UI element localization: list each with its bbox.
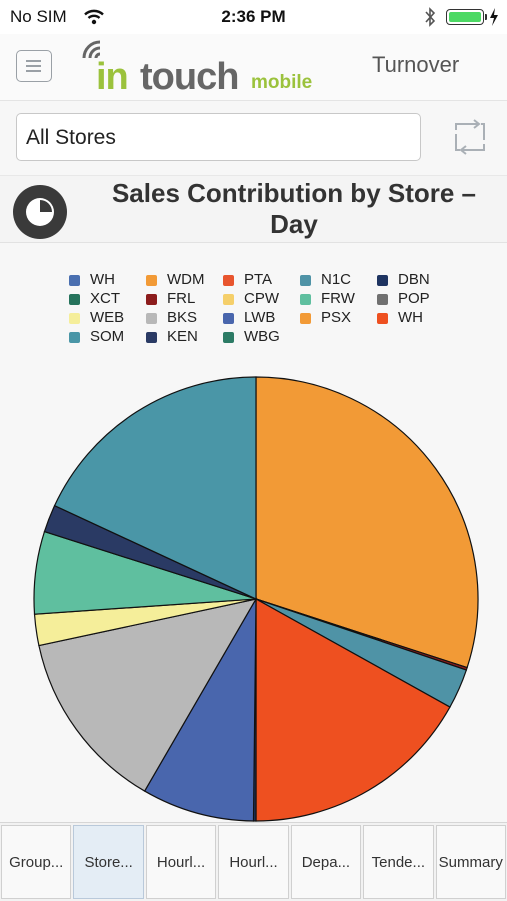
legend-label: KEN [167,328,198,345]
pie-chart [33,376,479,822]
legend-swatch [223,332,234,343]
legend-label: N1C [321,271,352,288]
refresh-icon[interactable] [448,116,492,158]
legend-swatch [223,294,234,305]
logo-text-in: in [96,56,129,98]
legend-label: WBG [244,328,280,345]
menu-button[interactable] [16,50,52,82]
tab-label: Depa... [301,854,351,871]
legend-swatch [69,332,80,343]
legend-label: PTA [244,271,273,288]
legend-swatch [223,313,234,324]
battery-icon [446,9,484,25]
legend-swatch [377,313,388,324]
legend-label: BKS [167,309,198,326]
tab-3[interactable]: Hourl... [218,825,289,899]
app-logo: in touch mobile [80,38,330,98]
pie-slice-lwb[interactable] [143,596,257,822]
wifi-icon [84,9,104,25]
legend-label: POP [398,290,430,307]
tab-label: Hourl... [156,854,206,871]
section-title: Turnover [372,52,460,77]
pie-slice-som[interactable] [53,376,257,600]
app-header: in touch mobile Turnover [0,34,507,101]
tab-label: Tende... [371,854,426,871]
charging-icon [490,8,498,26]
tab-4[interactable]: Depa... [290,825,362,899]
legend-swatch [146,313,157,324]
legend-swatch [146,294,157,305]
carrier-label: No SIM [10,7,67,26]
logo-text-mobile: mobile [251,72,313,93]
store-select[interactable]: All Stores [16,113,421,161]
tab-2[interactable]: Hourl... [145,825,217,899]
pie-slice-bks[interactable] [38,598,258,792]
tab-5[interactable]: Tende... [363,825,434,899]
battery-tip [485,14,487,20]
legend-label: XCT [90,290,120,307]
legend-label: PSX [321,309,352,326]
tab-0[interactable]: Group... [1,825,72,899]
logo-text-touch: touch [140,56,239,98]
chart-title: Sales Contribution by Store – Day [111,178,477,239]
legend-swatch [69,313,80,324]
legend-label: WEB [90,309,125,326]
status-bar: No SIM 2:36 PM [0,0,507,34]
menu-icon [26,60,41,62]
pie-slice-wh[interactable] [255,597,451,822]
bluetooth-icon [425,7,436,27]
legend-label: FRW [321,290,355,307]
menu-icon-line [26,70,41,72]
signal-icon [82,40,101,59]
tab-1[interactable]: Store... [73,825,144,899]
legend-swatch [69,294,80,305]
legend-label: DBN [398,271,430,288]
legend-swatch [300,275,311,286]
menu-icon-line [26,65,41,67]
legend-label: LWB [244,309,276,326]
legend-swatch [146,275,157,286]
legend-swatch [377,294,388,305]
legend-swatch [300,294,311,305]
bottom-tab-bar: Group... Store... Hourl... Hourl... Depa... T… [0,822,507,901]
legend-label: CPW [244,290,279,307]
tab-label: Group... [9,854,64,871]
legend-label: WH [398,309,423,326]
legend-label: SOM [90,328,125,345]
legend-swatch [377,275,388,286]
pie-slice-psx[interactable] [255,376,479,669]
store-select-value: All Stores [26,126,116,149]
legend-label: WDM [167,271,205,288]
tab-label: Summary [438,854,503,871]
legend-label: WH [90,271,115,288]
legend-swatch [223,275,234,286]
legend-swatch [146,332,157,343]
chart-header: Sales Contribution by Store – Day [0,175,507,243]
tab-6[interactable]: Summary [435,825,506,899]
clock: 2:36 PM [221,7,286,26]
tab-label: Store... [84,854,133,871]
legend-label: FRL [167,290,196,307]
legend-swatch [69,275,80,286]
tab-label: Hourl... [229,854,278,871]
pie-chart-icon[interactable] [12,184,68,240]
legend-swatch [300,313,311,324]
